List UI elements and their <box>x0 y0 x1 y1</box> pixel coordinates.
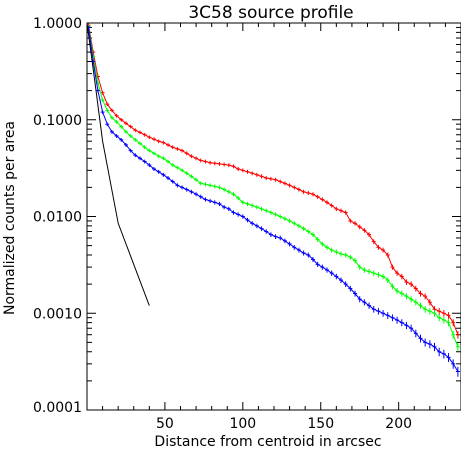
series-line <box>88 26 459 347</box>
y-tick-label: 0.0010 <box>33 306 82 322</box>
x-tick-label: 100 <box>229 416 256 432</box>
plot-frame <box>86 22 461 411</box>
y-tick-label: 0.1000 <box>33 113 82 129</box>
x-axis-label: Distance from centroid in arcsec <box>154 434 381 450</box>
series-line <box>88 27 459 372</box>
y-tick-label: 0.0100 <box>33 210 82 226</box>
x-tick-label: 200 <box>385 416 412 432</box>
y-tick-label: 1.0000 <box>33 16 82 32</box>
y-tick-label: 0.0001 <box>33 400 82 416</box>
series-layer <box>86 22 460 377</box>
series-line <box>88 25 459 335</box>
series-line <box>86 22 150 306</box>
x-tick-label: 50 <box>156 416 174 432</box>
x-tick-label: 150 <box>307 416 334 432</box>
series-3 <box>86 22 150 306</box>
chart-title: 3C58 source profile <box>188 3 353 23</box>
series-1 <box>86 24 460 352</box>
series-2 <box>86 25 460 377</box>
axis-ticks: 50 100 150 200 1.0000 0.1000 0.0100 0.0010 0.000… <box>33 16 461 432</box>
y-axis-label: Normalized counts per area <box>2 121 18 315</box>
series-0 <box>86 23 460 339</box>
